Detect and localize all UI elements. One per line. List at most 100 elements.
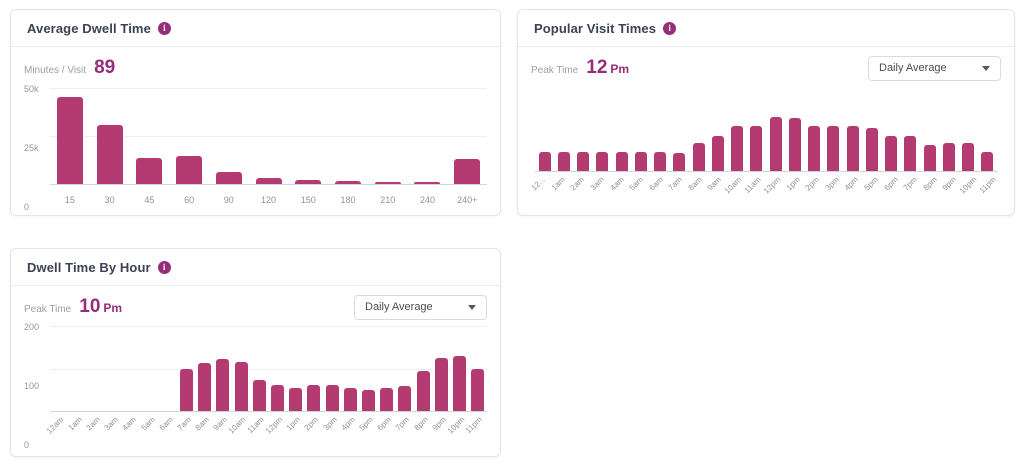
bar[interactable] xyxy=(90,88,130,184)
bar[interactable] xyxy=(447,88,487,184)
bar[interactable] xyxy=(593,112,612,171)
x-axis-label-cell: 12pm xyxy=(263,412,286,446)
bar[interactable] xyxy=(86,326,104,411)
bar[interactable] xyxy=(766,112,785,171)
bar[interactable] xyxy=(535,112,554,171)
x-axis-label: 150 xyxy=(300,195,316,205)
metric-suffix: Pm xyxy=(103,301,123,315)
bar[interactable] xyxy=(469,326,487,411)
bar[interactable] xyxy=(250,326,268,411)
x-axis-label-cell: 7am xyxy=(667,172,688,206)
info-icon[interactable]: i xyxy=(157,261,171,274)
bar[interactable] xyxy=(612,112,631,171)
bar[interactable] xyxy=(141,326,159,411)
x-axis-label-cell: 4pm xyxy=(843,172,864,206)
bar[interactable] xyxy=(378,326,396,411)
x-axis-label: 7pm xyxy=(901,175,920,193)
bar-chart: 12... 1am 2am 3am 4am 5am 6am 7am 8am 9am 10am 11am… xyxy=(530,112,1001,206)
x-axis-label: 11am xyxy=(742,175,763,196)
daily-average-select[interactable]: Daily Average xyxy=(868,55,1001,81)
gridline xyxy=(50,326,487,327)
bar[interactable] xyxy=(214,326,232,411)
bar[interactable] xyxy=(368,88,408,184)
bar[interactable] xyxy=(196,326,214,411)
x-axis-label-cell: 240 xyxy=(408,185,448,208)
bar[interactable] xyxy=(432,326,450,411)
bar[interactable] xyxy=(651,112,670,171)
x-axis-label-cell: 15 xyxy=(50,185,90,208)
bars xyxy=(50,88,487,184)
panel-title: Average Dwell Time xyxy=(27,21,151,36)
bar[interactable] xyxy=(328,88,368,184)
bar[interactable] xyxy=(323,326,341,411)
x-axis-label-cell: 12pm xyxy=(762,172,786,206)
bar[interactable] xyxy=(305,326,323,411)
bar[interactable] xyxy=(414,326,432,411)
bar[interactable] xyxy=(574,112,593,171)
bar[interactable] xyxy=(169,88,209,184)
x-axis-label-cell: 1am xyxy=(66,412,86,446)
plot-area xyxy=(535,112,997,172)
bar[interactable] xyxy=(939,112,958,171)
bar[interactable] xyxy=(268,326,286,411)
bar[interactable] xyxy=(862,112,881,171)
x-axis-label-cell: 60 xyxy=(169,185,209,208)
x-axis-label: 8pm xyxy=(921,175,939,193)
x-axis-label-cell: 3pm xyxy=(823,172,845,206)
x-axis-label: 120 xyxy=(261,195,277,205)
bar[interactable] xyxy=(50,326,68,411)
bar[interactable] xyxy=(408,88,448,184)
bar[interactable] xyxy=(123,326,141,411)
bar[interactable] xyxy=(805,112,824,171)
bar[interactable] xyxy=(287,326,305,411)
bar[interactable] xyxy=(747,112,766,171)
bar[interactable] xyxy=(177,326,195,411)
bar[interactable] xyxy=(209,88,249,184)
x-axis-label: 7am xyxy=(175,415,193,433)
x-axis-label: 90 xyxy=(223,195,234,205)
info-icon[interactable]: i xyxy=(663,22,677,35)
bar[interactable] xyxy=(785,112,804,171)
bar[interactable] xyxy=(882,112,901,171)
metric-row: Peak Time 10 Pm Daily Average xyxy=(24,293,487,321)
bar[interactable] xyxy=(359,326,377,411)
bar[interactable] xyxy=(631,112,650,171)
bar[interactable] xyxy=(450,326,468,411)
x-axis-label-cell: 7pm xyxy=(394,412,414,446)
x-axis-label: 1pm xyxy=(784,175,802,193)
bar[interactable] xyxy=(689,112,708,171)
bar[interactable] xyxy=(249,88,289,184)
x-axis-label: 8am xyxy=(686,175,704,193)
daily-average-select[interactable]: Daily Average xyxy=(354,294,487,320)
bar[interactable] xyxy=(901,112,920,171)
gridline xyxy=(50,136,487,137)
bar[interactable] xyxy=(68,326,86,411)
bar[interactable] xyxy=(159,326,177,411)
bar[interactable] xyxy=(843,112,862,171)
bar[interactable] xyxy=(959,112,978,171)
bar[interactable] xyxy=(824,112,843,171)
x-axis-label-cell: 45 xyxy=(129,185,169,208)
bar[interactable] xyxy=(288,88,328,184)
x-axis-label: 15 xyxy=(64,195,75,205)
bar[interactable] xyxy=(708,112,727,171)
bar[interactable] xyxy=(105,326,123,411)
x-axis-label: 4am xyxy=(608,175,626,193)
bar[interactable] xyxy=(50,88,90,184)
x-axis-label: 4am xyxy=(120,415,139,433)
bar[interactable] xyxy=(554,112,573,171)
x-axis-label: 3pm xyxy=(823,175,841,193)
bar[interactable] xyxy=(341,326,359,411)
bar[interactable] xyxy=(978,112,997,171)
bar-chart: 15 30 45 60 90 120 150 180 210 240 240+ xyxy=(50,88,487,208)
bar[interactable] xyxy=(670,112,689,171)
bar[interactable] xyxy=(129,88,169,184)
bar[interactable] xyxy=(920,112,939,171)
info-icon[interactable]: i xyxy=(157,22,171,35)
y-tick: 0 xyxy=(24,440,30,450)
bar[interactable] xyxy=(728,112,747,171)
bar[interactable] xyxy=(232,326,250,411)
panel-header: Average Dwell Time i xyxy=(11,10,500,47)
x-axis-label: 210 xyxy=(380,195,396,205)
bar[interactable] xyxy=(396,326,414,411)
